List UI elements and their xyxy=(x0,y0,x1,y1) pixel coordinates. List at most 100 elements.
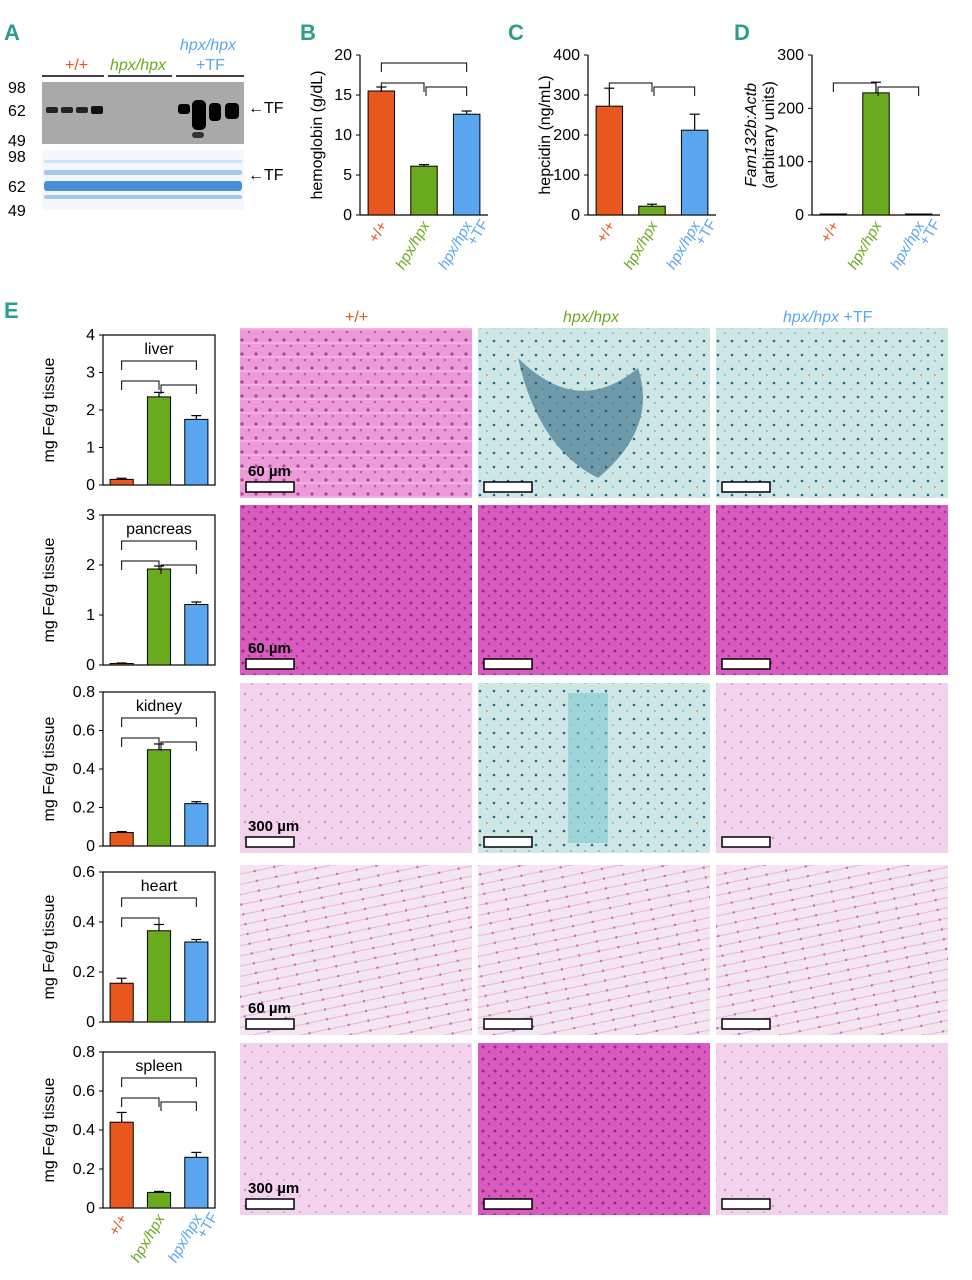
bar xyxy=(904,213,933,216)
category-label: hpx/hpx xyxy=(663,218,704,272)
category-label-suffix: +TF xyxy=(692,217,720,249)
category-label: hpx/hpx xyxy=(620,218,661,272)
scale-bar xyxy=(721,1018,771,1030)
bar xyxy=(146,568,172,666)
y-tick-label: 3 xyxy=(86,507,95,524)
scale-bar xyxy=(245,658,295,670)
significance-bracket xyxy=(121,380,160,390)
panel-label-a: A xyxy=(4,20,20,45)
y-tick-label: 200 xyxy=(777,100,804,117)
bar xyxy=(109,832,134,847)
scale-bar xyxy=(483,1018,533,1030)
significance-bracket xyxy=(380,82,425,92)
panel-label-d: D xyxy=(734,20,750,45)
histology-heart-wt xyxy=(240,865,472,1035)
blot-mw-98-top: 98 xyxy=(8,80,26,97)
bar xyxy=(862,92,890,216)
y-axis-label: mg Fe/g tissue xyxy=(41,716,58,821)
significance-bracket xyxy=(121,1097,160,1107)
significance-bracket xyxy=(121,897,197,907)
chart-spleen-iron: 00.20.40.60.8mg Fe/g tissuespleen+/+hpx/… xyxy=(41,1044,222,1266)
blot-group-tf-label-2: +TF xyxy=(196,57,225,74)
category-label-suffix: +TF xyxy=(916,217,944,249)
scale-bar-label: 60 µm xyxy=(248,1000,291,1017)
histology-kidney-tf xyxy=(716,683,948,853)
organ-title: liver xyxy=(144,341,174,358)
bar xyxy=(680,129,709,216)
category-label: +/+ xyxy=(817,218,843,245)
y-tick-label: 300 xyxy=(777,47,804,64)
y-tick-label: 5 xyxy=(343,167,352,184)
y-tick-label: 0 xyxy=(571,207,580,224)
histology-col-tf-suffix: +TF xyxy=(839,309,873,326)
histology-pancreas-tf xyxy=(716,505,948,675)
bar xyxy=(146,1191,172,1209)
histology-grid: 60 µm 60 µm 300 µm 60 µm 300 µm xyxy=(240,328,948,1215)
blot-mw-62-top: 62 xyxy=(8,103,26,120)
organ-title: pancreas xyxy=(126,521,192,538)
panel-label-b: B xyxy=(300,20,316,45)
iron-deposit xyxy=(518,358,643,478)
blot-tf-label-top: ←TF xyxy=(248,100,284,117)
y-axis-label: mg Fe/g tissue xyxy=(41,894,58,999)
y-tick-label: 0 xyxy=(795,207,804,224)
significance-bracket xyxy=(121,540,197,550)
bar xyxy=(146,396,172,486)
y-tick-label: 20 xyxy=(334,47,352,64)
histology-heart-hpx xyxy=(478,865,710,1035)
bar xyxy=(109,1121,134,1209)
category-label: hpx/hpx xyxy=(165,1211,206,1265)
scale-bar xyxy=(245,481,295,493)
y-tick-label: 0 xyxy=(343,207,352,224)
y-axis-label-line2: (arbitrary units) xyxy=(761,81,778,189)
significance-bracket xyxy=(877,86,920,96)
significance-bracket xyxy=(160,384,197,394)
y-axis-label-line1: Fam132b:Actb xyxy=(743,83,760,187)
histology-col-hpx: hpx/hpx xyxy=(563,309,620,326)
y-tick-label: 1 xyxy=(86,440,95,457)
y-axis-label: mg Fe/g tissue xyxy=(41,357,58,462)
category-label: +/+ xyxy=(106,1211,132,1238)
histology-col-wt: +/+ xyxy=(345,309,368,326)
y-axis-label: mg Fe/g tissue xyxy=(41,537,58,642)
y-tick-label: 0 xyxy=(86,1200,95,1217)
bar xyxy=(146,930,172,1023)
scale-bar xyxy=(721,481,771,493)
scale-bar xyxy=(245,1018,295,1030)
bar xyxy=(819,213,848,216)
significance-bracket xyxy=(121,360,197,370)
y-tick-label: 0.8 xyxy=(73,684,95,701)
significance-bracket xyxy=(425,86,468,96)
scale-bar xyxy=(483,1198,533,1210)
y-tick-label: 100 xyxy=(553,167,580,184)
scale-bar-label: 300 µm xyxy=(248,818,299,835)
category-label: hpx/hpx xyxy=(392,218,433,272)
significance-bracket xyxy=(653,86,696,96)
chart-pancreas-iron: 0 1 2 3 mg Fe/g tissue pancreas xyxy=(41,507,216,674)
category-label-suffix: +TF xyxy=(464,216,492,248)
y-tick-label: 0 xyxy=(86,657,95,674)
histology-pancreas-wt xyxy=(240,505,472,675)
y-axis-label: hemoglobin (g/dL) xyxy=(309,71,326,200)
significance-bracket xyxy=(121,560,160,570)
y-tick-label: 0 xyxy=(86,477,95,494)
bar xyxy=(109,982,134,1023)
category-label: +/+ xyxy=(593,218,619,245)
scale-bar xyxy=(721,836,771,848)
y-tick-label: 10 xyxy=(334,127,352,144)
scale-bar xyxy=(483,481,533,493)
scale-bar xyxy=(483,836,533,848)
panel-a-blot: +/+ hpx/hpx hpx/hpx +TF 98 62 49 ←TF xyxy=(8,37,284,220)
bar xyxy=(109,663,134,666)
bar xyxy=(638,205,666,216)
y-tick-label: 0.4 xyxy=(73,914,95,931)
y-tick-label: 200 xyxy=(553,127,580,144)
significance-bracket xyxy=(608,82,653,92)
y-tick-label: 0.6 xyxy=(73,723,95,740)
histology-pancreas-hpx xyxy=(478,505,710,675)
y-tick-label: 0.2 xyxy=(73,964,95,981)
category-label: hpx/hpx xyxy=(844,218,885,272)
y-tick-label: 3 xyxy=(86,365,95,382)
